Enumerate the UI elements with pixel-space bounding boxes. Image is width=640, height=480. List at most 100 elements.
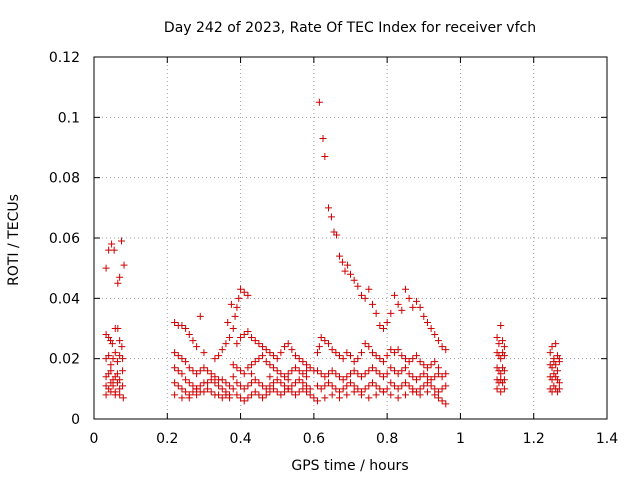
- y-tick-label: 0.12: [49, 50, 80, 66]
- data-point-plus-marker: [218, 346, 226, 354]
- data-point-plus-marker: [262, 391, 270, 399]
- data-point-plus-marker: [107, 367, 115, 375]
- chart-title: Day 242 of 2023, Rate Of TEC Index for r…: [164, 20, 536, 36]
- data-point-plus-marker: [416, 391, 424, 399]
- data-point-plus-marker: [317, 334, 325, 342]
- data-point-plus-marker: [423, 379, 431, 387]
- data-point-plus-marker: [171, 364, 179, 372]
- data-point-plus-marker: [117, 237, 125, 245]
- data-point-plus-marker: [383, 385, 391, 393]
- x-tick-label: 1.2: [523, 431, 545, 447]
- data-point-plus-marker: [310, 394, 318, 402]
- data-point-plus-marker: [398, 352, 406, 360]
- data-point-plus-marker: [105, 334, 113, 342]
- data-point-plus-marker: [552, 361, 560, 369]
- data-point-plus-marker: [224, 318, 232, 326]
- data-point-plus-marker: [196, 312, 204, 320]
- data-point-plus-marker: [420, 312, 428, 320]
- data-point-plus-marker: [288, 346, 296, 354]
- data-point-plus-marker: [193, 370, 201, 378]
- data-point-plus-marker: [244, 328, 252, 336]
- data-point-plus-marker: [493, 385, 501, 393]
- data-point-plus-marker: [497, 355, 505, 363]
- data-point-plus-marker: [189, 337, 197, 345]
- data-point-plus-marker: [215, 352, 223, 360]
- data-point-plus-marker: [295, 376, 303, 384]
- data-point-plus-marker: [314, 382, 322, 390]
- data-point-plus-marker: [423, 388, 431, 396]
- data-point-plus-marker: [114, 325, 122, 332]
- data-point-plus-marker: [171, 318, 179, 326]
- data-point-plus-marker: [222, 340, 230, 348]
- data-point-plus-marker: [390, 367, 398, 375]
- data-point-plus-marker: [387, 379, 395, 387]
- data-point-plus-marker: [376, 355, 384, 363]
- data-point-plus-marker: [295, 367, 303, 375]
- data-point-plus-marker: [193, 385, 201, 393]
- data-point-plus-marker: [281, 388, 289, 396]
- data-point-plus-marker: [354, 385, 362, 393]
- data-point-plus-marker: [401, 364, 409, 372]
- data-point-plus-marker: [266, 373, 274, 381]
- data-point-plus-marker: [497, 370, 505, 378]
- data-point-plus-marker: [361, 370, 369, 378]
- data-point-plus-marker: [321, 337, 329, 345]
- data-point-plus-marker: [361, 294, 369, 302]
- data-point-plus-marker: [431, 331, 439, 339]
- data-point-plus-marker: [420, 382, 428, 390]
- data-point-plus-marker: [438, 397, 446, 405]
- data-point-plus-marker: [401, 355, 409, 363]
- data-point-plus-marker: [233, 340, 241, 348]
- data-point-plus-marker: [343, 349, 351, 357]
- data-point-plus-marker: [116, 385, 124, 393]
- data-point-plus-marker: [109, 355, 117, 363]
- data-point-plus-marker: [255, 355, 263, 363]
- data-point-plus-marker: [325, 370, 333, 378]
- data-point-plus-marker: [390, 349, 398, 357]
- data-point-plus-marker: [552, 373, 560, 381]
- data-point-plus-marker: [270, 385, 278, 393]
- data-point-plus-marker: [350, 388, 358, 396]
- data-point-plus-marker: [303, 373, 311, 381]
- data-point-plus-marker: [113, 370, 121, 378]
- data-point-plus-marker: [394, 300, 402, 308]
- data-point-plus-marker: [292, 352, 300, 360]
- data-point-plus-marker: [554, 367, 562, 375]
- data-point-plus-marker: [499, 364, 507, 372]
- data-point-plus-marker: [229, 373, 237, 381]
- data-point-plus-marker: [171, 379, 179, 387]
- data-point-plus-marker: [204, 379, 212, 387]
- data-point-plus-marker: [500, 367, 508, 375]
- data-point-plus-marker: [303, 382, 311, 390]
- data-point-plus-marker: [306, 391, 314, 399]
- data-point-plus-marker: [376, 385, 384, 393]
- data-point-plus-marker: [325, 204, 333, 212]
- data-point-plus-marker: [500, 343, 508, 351]
- data-point-plus-marker: [325, 379, 333, 387]
- data-point-plus-marker: [248, 391, 256, 399]
- data-point-plus-marker: [398, 367, 406, 375]
- data-point-plus-marker: [273, 376, 281, 384]
- data-point-plus-marker: [431, 358, 439, 366]
- data-point-plus-marker: [255, 379, 263, 387]
- data-point-plus-marker: [248, 379, 256, 387]
- data-point-plus-marker: [390, 291, 398, 299]
- data-point-plus-marker: [343, 382, 351, 390]
- data-point-plus-marker: [361, 385, 369, 393]
- x-tick-label: 0: [90, 431, 99, 447]
- data-point-plus-marker: [240, 331, 248, 339]
- data-point-plus-marker: [119, 394, 127, 402]
- data-point-plus-marker: [412, 297, 420, 305]
- data-point-plus-marker: [240, 385, 248, 393]
- data-point-plus-marker: [354, 282, 362, 290]
- data-point-plus-marker: [171, 391, 179, 399]
- data-point-plus-marker: [314, 367, 322, 375]
- data-point-plus-marker: [266, 349, 274, 357]
- data-point-plus-marker: [434, 337, 442, 345]
- data-point-plus-marker: [240, 397, 248, 405]
- data-point-plus-marker: [341, 267, 349, 275]
- data-point-plus-marker: [328, 391, 336, 399]
- data-point-plus-marker: [412, 376, 420, 384]
- data-point-plus-marker: [174, 382, 182, 390]
- data-point-plus-marker: [347, 379, 354, 387]
